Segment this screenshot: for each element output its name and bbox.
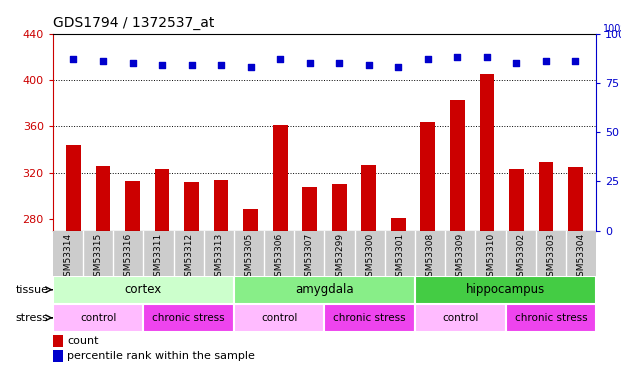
Point [364,62,374,68]
Text: GSM53299: GSM53299 [335,233,344,282]
Point [275,56,285,62]
Bar [361,165,376,231]
Point [127,60,137,66]
Text: GSM53306: GSM53306 [274,233,284,282]
Bar [143,304,234,332]
Bar [96,166,111,231]
Text: control: control [442,313,479,323]
Bar [568,167,583,231]
Bar [538,162,553,231]
Text: GSM53316: GSM53316 [124,233,133,282]
Text: GSM53311: GSM53311 [154,233,163,282]
Text: GSM53315: GSM53315 [94,233,102,282]
Bar [53,350,63,362]
Text: chronic stress: chronic stress [515,313,587,323]
Bar [479,74,494,231]
Point [482,54,492,60]
Bar [509,169,524,231]
Text: GSM53308: GSM53308 [425,233,435,282]
Point [541,58,551,64]
Bar [53,276,234,304]
Text: count: count [68,336,99,346]
Point [452,54,462,60]
Point [423,56,433,62]
Text: GSM53300: GSM53300 [365,233,374,282]
Bar [125,181,140,231]
Text: GSM53301: GSM53301 [396,233,404,282]
Point [98,58,108,64]
Bar [415,304,505,332]
Bar [184,182,199,231]
Text: GSM53313: GSM53313 [214,233,224,282]
Bar [450,100,465,231]
Text: amygdala: amygdala [295,283,354,296]
Text: GSM53312: GSM53312 [184,233,193,282]
Text: stress: stress [16,313,48,323]
Point [187,62,197,68]
Bar [420,122,435,231]
Bar [155,169,170,231]
Point [512,60,522,66]
Bar [234,276,415,304]
Text: cortex: cortex [125,283,162,296]
Bar [53,335,63,347]
Bar [234,304,324,332]
Text: control: control [80,313,116,323]
Text: GSM53303: GSM53303 [546,233,555,282]
Bar [325,304,415,332]
Point [305,60,315,66]
Point [571,58,581,64]
Text: chronic stress: chronic stress [333,313,406,323]
Text: tissue: tissue [16,285,48,295]
Bar [273,125,288,231]
Text: hippocampus: hippocampus [466,283,545,296]
Text: GDS1794 / 1372537_at: GDS1794 / 1372537_at [53,16,214,30]
Text: chronic stress: chronic stress [152,313,225,323]
Text: GSM53314: GSM53314 [63,233,73,282]
Bar [332,184,347,231]
Point [216,62,226,68]
Text: 100%: 100% [603,24,621,34]
Text: percentile rank within the sample: percentile rank within the sample [68,351,255,361]
Text: GSM53305: GSM53305 [245,233,253,282]
Bar [214,180,229,231]
Bar [505,304,596,332]
Point [334,60,344,66]
Point [157,62,167,68]
Bar [415,276,596,304]
Text: GSM53310: GSM53310 [486,233,495,282]
Bar [53,304,143,332]
Bar [66,145,81,231]
Bar [391,218,406,231]
Bar [243,209,258,231]
Point [246,64,256,70]
Point [68,56,78,62]
Text: GSM53302: GSM53302 [516,233,525,282]
Text: GSM53307: GSM53307 [305,233,314,282]
Text: GSM53309: GSM53309 [456,233,465,282]
Text: GSM53304: GSM53304 [576,233,586,282]
Bar [302,187,317,231]
Point [393,64,403,70]
Text: control: control [261,313,297,323]
